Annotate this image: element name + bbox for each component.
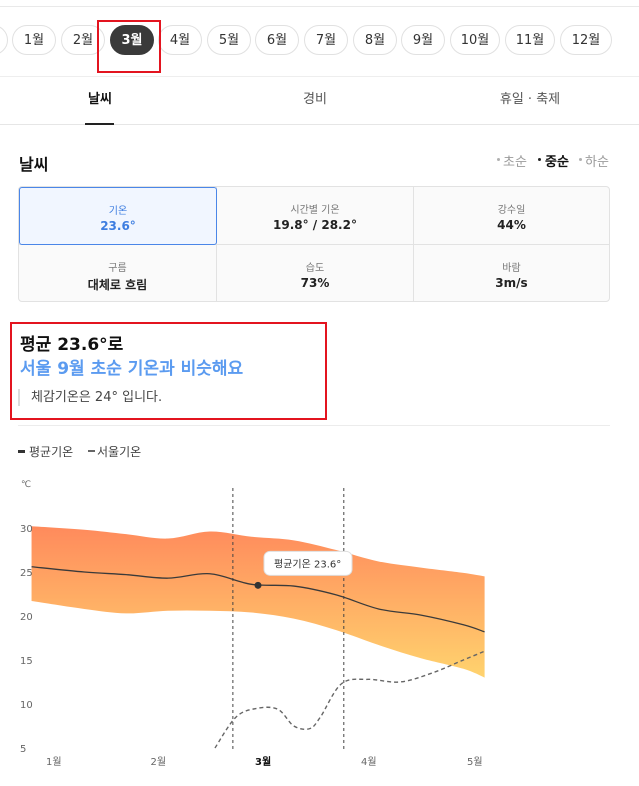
x-tick-label: 5월 (467, 756, 483, 768)
month-button-partial[interactable] (0, 25, 8, 55)
segment-mid[interactable]: 중순 (545, 155, 569, 170)
y-tick-label: 25 (20, 568, 33, 579)
y-tick-label: 20 (20, 612, 33, 623)
stat-value: 3m/s (495, 276, 528, 290)
y-tick-label: 15 (20, 656, 33, 667)
stat-label: 구름 (108, 263, 127, 274)
stat-value: 19.8° / 28.2° (273, 218, 357, 232)
x-tick-label: 4월 (361, 756, 377, 768)
stat-cell-clouds[interactable]: 구름 대체로 흐림 (19, 245, 216, 301)
stat-value: 23.6° (100, 219, 136, 233)
highlight-point (254, 581, 262, 589)
segment-early[interactable]: 초순 (503, 155, 527, 170)
stat-cell-temperature[interactable]: 기온 23.6° (19, 187, 217, 245)
month-button-5[interactable]: 5월 (207, 25, 251, 55)
tab-weather[interactable]: 날씨 (88, 92, 112, 107)
stat-label: 시간별 기온 (290, 205, 340, 216)
stat-value: 73% (300, 276, 330, 290)
summary-feels-like: 체감기온은 24° 입니다. (18, 389, 162, 406)
segment-dot (579, 158, 582, 161)
stat-cell-humidity[interactable]: 습도 73% (217, 245, 413, 301)
month-button-2[interactable]: 2월 (61, 25, 105, 55)
month-button-3[interactable]: 3월 (110, 25, 154, 55)
legend-average: 평균기온 (29, 445, 74, 459)
tab-bar: 날씨 경비 휴일 · 축제 (0, 76, 639, 125)
x-tick-label: 3월 (255, 756, 271, 768)
series-line-seoul (214, 650, 485, 749)
tab-expenses[interactable]: 경비 (303, 92, 327, 107)
month-selector: 1월 2월 3월 4월 5월 6월 7월 8월 9월 10월 11월 12월 (0, 0, 639, 76)
stat-label: 강수일 (497, 205, 526, 216)
weather-stats-grid: 기온 23.6° 시간별 기온 19.8° / 28.2° 강수일 44% 구름… (18, 186, 610, 302)
grid-divider (19, 244, 609, 245)
series-line-average (31, 566, 485, 633)
stat-cell-wind[interactable]: 바람 3m/s (414, 245, 609, 301)
summary-average: 평균 23.6°로 (20, 335, 124, 355)
month-button-10[interactable]: 10월 (450, 25, 500, 55)
x-tick-label: 2월 (151, 756, 167, 768)
y-tick-label: 10 (20, 700, 33, 711)
summary-comparison: 서울 9월 초순 기온과 비슷해요 (20, 359, 244, 379)
month-button-11[interactable]: 11월 (505, 25, 555, 55)
stat-label: 바람 (502, 263, 521, 274)
tooltip-box (263, 550, 353, 576)
legend-average-marker (18, 450, 25, 453)
segment-late[interactable]: 하순 (585, 155, 609, 170)
y-axis-unit: ℃ (21, 480, 31, 490)
segment-dot (497, 158, 500, 161)
top-divider (0, 6, 639, 7)
month-button-6[interactable]: 6월 (255, 25, 299, 55)
y-tick-label: 30 (20, 524, 33, 535)
stat-cell-hourly-temperature[interactable]: 시간별 기온 19.8° / 28.2° (217, 187, 413, 244)
month-button-12[interactable]: 12월 (560, 25, 612, 55)
month-button-8[interactable]: 8월 (353, 25, 397, 55)
stat-label: 기온 (108, 206, 128, 217)
active-tab-indicator (85, 123, 114, 125)
segment-dot (538, 158, 541, 161)
y-tick-label: 5 (20, 744, 26, 755)
tab-holidays-festivals[interactable]: 휴일 · 축제 (499, 92, 561, 107)
stat-label: 습도 (305, 263, 325, 274)
stat-cell-rain-days[interactable]: 강수일 44% (414, 187, 609, 244)
stat-value: 대체로 흐림 (87, 278, 148, 292)
legend-seoul: 서울기온 (97, 445, 142, 459)
temperature-chart: 5 10 15 20 25 30 ℃ 평균기온 23.6° 1월 2월 3월 4월 5월 (20, 480, 485, 768)
temperature-range-band (31, 526, 485, 678)
month-button-1[interactable]: 1월 (12, 25, 56, 55)
section-divider (18, 425, 610, 426)
tooltip-text: 평균기온 23.6° (274, 558, 341, 570)
month-button-7[interactable]: 7월 (304, 25, 348, 55)
month-button-4[interactable]: 4월 (158, 25, 202, 55)
weather-title: 날씨 (19, 155, 49, 174)
legend-seoul-marker (88, 450, 95, 452)
stat-value: 44% (497, 218, 526, 232)
month-button-9[interactable]: 9월 (401, 25, 445, 55)
x-tick-label: 1월 (46, 756, 62, 768)
